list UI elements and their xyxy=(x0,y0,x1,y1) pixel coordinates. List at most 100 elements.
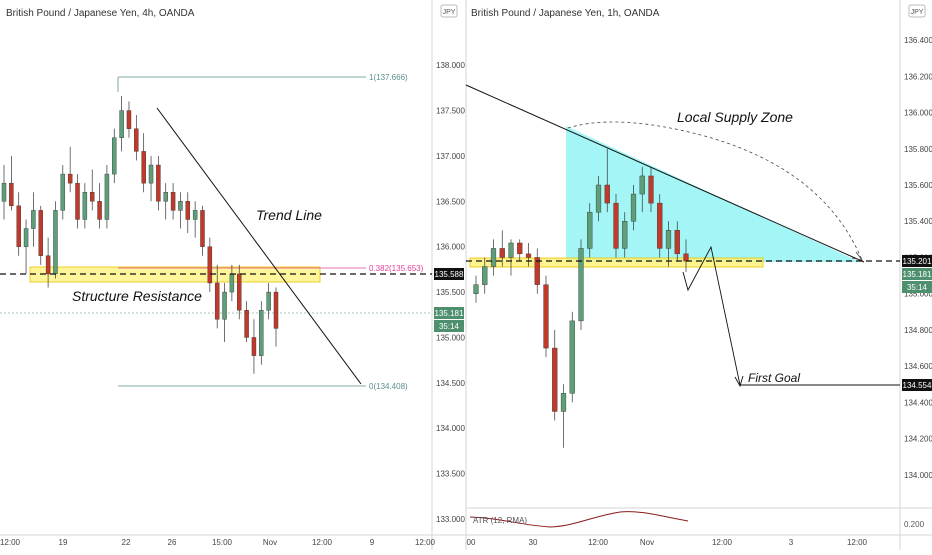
x-tick-label: 19 xyxy=(59,538,68,547)
x-tick-label: Nov xyxy=(263,538,277,547)
right-price-label-dashed: 135.201 xyxy=(903,257,932,266)
right-trend-line xyxy=(465,84,865,263)
candle-body xyxy=(273,291,279,329)
candle-body xyxy=(251,337,257,356)
x-tick-label: 30 xyxy=(529,538,538,547)
y-tick-label: 136.200 xyxy=(904,72,932,81)
atr-label: ATR (12, RMA) xyxy=(473,516,527,525)
right-x-axis: 00 30 12:00 Nov 12:00 3 12:00 xyxy=(467,538,868,547)
candle-body xyxy=(185,201,191,220)
x-tick-label: 26 xyxy=(168,538,177,547)
candle-body xyxy=(674,230,680,255)
y-tick-label: 133.500 xyxy=(436,470,465,479)
candle-body xyxy=(604,184,610,204)
left-price-label-current-bg xyxy=(434,307,464,319)
candle-body xyxy=(587,211,593,249)
candle-body xyxy=(53,210,58,275)
left-currency-badge[interactable] xyxy=(440,4,458,18)
right-panel: British Pound / Japanese Yen, 1h, OANDA … xyxy=(465,0,932,550)
y-tick-label: 136.000 xyxy=(436,243,465,252)
x-tick-label: 22 xyxy=(122,538,131,547)
left-candles xyxy=(1,96,279,374)
y-tick-label: 134.000 xyxy=(436,424,465,433)
candle-body xyxy=(214,282,220,320)
x-tick-label: 00 xyxy=(467,538,476,547)
projection-path xyxy=(682,245,741,386)
y-tick-label: 134.400 xyxy=(904,398,932,407)
candle-body xyxy=(163,192,168,202)
right-countdown-bg xyxy=(902,281,932,293)
left-countdown: 35:14 xyxy=(439,322,460,331)
candle-body xyxy=(560,393,567,412)
x-tick-label: 12:00 xyxy=(712,538,733,547)
y-tick-label: 134.200 xyxy=(904,435,932,444)
candle-body xyxy=(525,253,532,258)
candle-body xyxy=(657,202,663,249)
left-countdown-bg xyxy=(434,320,464,332)
candle-body xyxy=(630,193,637,222)
candle-body xyxy=(244,310,249,338)
y-tick-label: 137.500 xyxy=(436,107,465,116)
candle-body xyxy=(112,137,117,175)
supply-zone-arc xyxy=(567,121,863,261)
candle-body xyxy=(134,128,139,152)
candle-body xyxy=(156,164,161,202)
candle-body xyxy=(499,248,505,258)
x-tick-label: 12:00 xyxy=(0,538,21,547)
y-tick-label: 136.500 xyxy=(436,197,465,206)
trend-line-label: Trend Line xyxy=(256,207,322,223)
candle-body xyxy=(170,192,176,211)
candle-body xyxy=(1,182,7,202)
trend-line xyxy=(156,107,362,385)
y-tick-label: 134.000 xyxy=(904,471,932,480)
y-tick-label: 137.000 xyxy=(436,152,465,161)
y-tick-label: 133.000 xyxy=(436,515,465,524)
y-tick-label: 136.400 xyxy=(904,36,932,45)
x-tick-label: 3 xyxy=(789,538,794,547)
candle-body xyxy=(60,173,66,211)
candle-body xyxy=(207,246,213,284)
candle-body xyxy=(104,173,110,220)
y-tick-label: 135.800 xyxy=(904,145,932,154)
candle-body xyxy=(517,242,523,255)
candle-body xyxy=(665,230,672,249)
x-tick-label: 9 xyxy=(370,538,375,547)
candle-body xyxy=(683,253,689,262)
x-tick-label: 12:00 xyxy=(588,538,609,547)
fib-label-0382: 0.382(135.653) xyxy=(369,264,424,273)
local-supply-zone-label: Local Supply Zone xyxy=(677,109,793,125)
first-goal-label: First Goal xyxy=(748,371,800,385)
y-tick-label: 134.800 xyxy=(904,326,932,335)
candle-body xyxy=(259,310,264,356)
left-y-axis: 138.000 137.500 137.000 136.500 136.000 135.5… xyxy=(436,61,465,524)
candle-body xyxy=(229,273,235,293)
y-tick-label: 135.500 xyxy=(436,288,465,297)
right-currency-badge[interactable] xyxy=(908,4,926,18)
right-chart-title: British Pound / Japanese Yen, 1h, OANDA xyxy=(471,8,660,19)
candle-body xyxy=(578,248,584,322)
candle-body xyxy=(192,210,198,220)
atr-line xyxy=(469,511,689,528)
right-countdown: 35:14 xyxy=(907,283,928,292)
structure-resistance-label: Structure Resistance xyxy=(72,288,202,304)
candle-body xyxy=(266,291,271,311)
candle-body xyxy=(473,284,479,294)
left-price-label-current: 135.181 xyxy=(435,309,464,318)
y-tick-label: 135.600 xyxy=(904,181,932,190)
arc-arrow-head xyxy=(851,251,863,261)
candle-body xyxy=(622,221,628,249)
candle-body xyxy=(67,173,73,184)
candle-body xyxy=(38,210,43,256)
right-price-label-goal: 134.554 xyxy=(903,381,932,390)
candle-body xyxy=(222,291,227,320)
atr-tick: 0.200 xyxy=(904,520,925,529)
candle-body xyxy=(126,110,132,129)
fib-label-1: 1(137.666) xyxy=(369,73,408,82)
candle-body xyxy=(141,151,146,184)
candle-body xyxy=(45,255,51,275)
right-price-label-goal-bg xyxy=(902,379,932,391)
y-tick-label: 138.000 xyxy=(436,61,465,70)
x-tick-label: Nov xyxy=(640,538,654,547)
